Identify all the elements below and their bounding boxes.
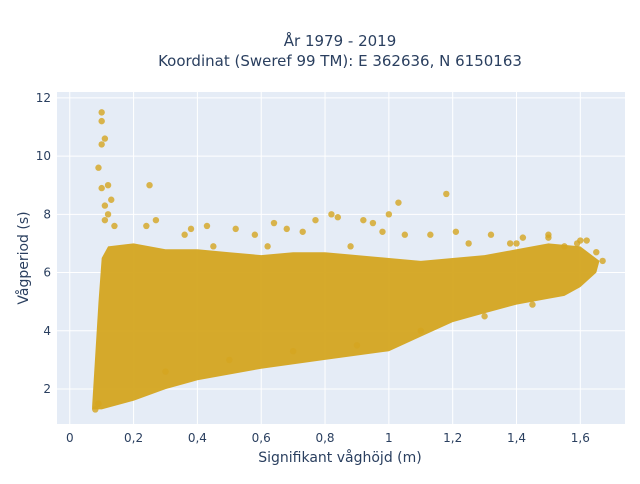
y-tick-label: 6 <box>43 266 51 280</box>
x-tick-label: 1 <box>385 431 393 445</box>
data-point <box>143 222 150 230</box>
data-point <box>452 228 460 235</box>
data-point <box>465 240 472 247</box>
data-point <box>353 342 361 349</box>
data-point <box>162 368 169 375</box>
data-point <box>427 231 434 238</box>
data-point <box>519 234 527 241</box>
data-point <box>593 248 600 256</box>
data-point <box>417 327 424 335</box>
data-point <box>226 356 233 364</box>
data-point <box>312 216 319 224</box>
data-point <box>270 219 278 227</box>
data-point <box>101 135 109 142</box>
data-point <box>152 216 160 224</box>
data-point <box>360 216 367 224</box>
data-point <box>92 406 99 413</box>
y-axis-label: Vågperiod (s) <box>15 211 32 304</box>
y-tick-label: 12 <box>36 91 51 105</box>
chart-title-line1: År 1979 - 2019 <box>284 31 397 50</box>
data-point <box>481 313 488 320</box>
x-tick-label: 0 <box>66 431 74 445</box>
data-point <box>101 202 109 209</box>
x-tick-label: 0,2 <box>124 431 143 445</box>
chart-title-line2: Koordinat (Sweref 99 TM): E 362636, N 61… <box>158 52 522 70</box>
data-point <box>583 237 590 244</box>
data-point <box>379 228 386 235</box>
data-point <box>181 231 188 238</box>
data-point <box>210 243 217 250</box>
data-point <box>529 301 536 308</box>
data-point <box>187 225 195 233</box>
data-point <box>104 211 112 218</box>
data-point <box>577 237 584 244</box>
data-point <box>289 347 297 355</box>
data-point <box>385 211 393 218</box>
x-tick-label: 1,2 <box>443 431 462 445</box>
data-point <box>443 190 450 198</box>
data-point <box>203 222 211 230</box>
x-tick-label: 0,4 <box>188 431 207 445</box>
data-point <box>98 141 105 148</box>
x-tick-label: 1,4 <box>507 431 526 445</box>
data-point <box>108 196 115 203</box>
data-point <box>299 228 306 235</box>
data-point <box>369 219 377 227</box>
data-point <box>513 240 520 247</box>
data-point <box>95 164 102 171</box>
y-tick-label: 8 <box>43 207 51 221</box>
data-point <box>98 184 105 192</box>
data-point <box>328 211 335 218</box>
x-tick-label: 1,6 <box>571 431 590 445</box>
x-tick-label: 0,8 <box>315 431 334 445</box>
data-point <box>104 181 112 189</box>
data-point <box>251 231 259 238</box>
data-point <box>561 243 568 250</box>
data-point <box>506 240 514 247</box>
data-point <box>599 257 606 265</box>
x-axis-ticks: 0 0,2 0,4 0,6 0,8 1 1,2 1,4 1,6 <box>66 431 590 445</box>
data-point <box>95 400 102 407</box>
data-point <box>401 231 409 238</box>
data-point <box>545 231 552 238</box>
x-axis-label: Signifikant våghöjd (m) <box>258 449 421 466</box>
y-axis-ticks: 2 4 6 8 10 12 <box>36 91 51 396</box>
y-tick-label: 2 <box>43 382 51 396</box>
data-point <box>334 214 342 221</box>
data-point <box>283 225 290 233</box>
y-tick-label: 10 <box>36 149 51 163</box>
point-cloud <box>92 243 600 410</box>
data-point <box>146 181 153 189</box>
scatter-points <box>92 109 606 413</box>
data-point <box>395 199 402 206</box>
data-point <box>111 222 118 230</box>
data-point <box>98 117 105 125</box>
y-tick-label: 4 <box>43 324 51 338</box>
data-point <box>232 225 239 233</box>
density-band <box>92 243 600 410</box>
data-point <box>487 231 495 238</box>
data-point <box>98 109 105 116</box>
data-point <box>347 243 354 250</box>
x-tick-label: 0,6 <box>252 431 271 445</box>
data-point <box>101 216 109 224</box>
data-point <box>264 243 271 250</box>
